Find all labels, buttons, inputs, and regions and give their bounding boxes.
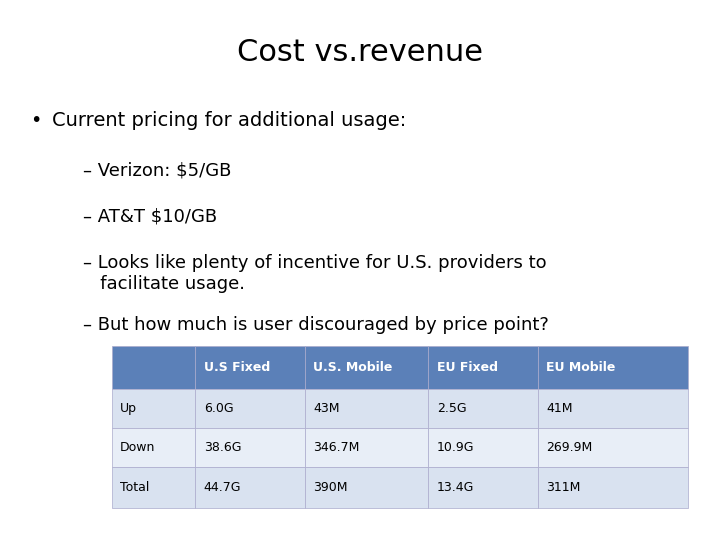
Text: 44.7G: 44.7G: [204, 481, 241, 494]
Bar: [112, 428, 195, 467]
Bar: [428, 467, 538, 508]
Bar: [112, 346, 195, 389]
Text: EU Mobile: EU Mobile: [546, 361, 616, 374]
Text: •: •: [30, 111, 42, 130]
Text: Up: Up: [120, 402, 138, 415]
Text: 10.9G: 10.9G: [437, 441, 474, 454]
Text: 6.0G: 6.0G: [204, 402, 233, 415]
Text: Down: Down: [120, 441, 156, 454]
Text: U.S Fixed: U.S Fixed: [204, 361, 270, 374]
Bar: [305, 346, 428, 389]
Text: U.S. Mobile: U.S. Mobile: [313, 361, 392, 374]
Text: 13.4G: 13.4G: [437, 481, 474, 494]
Bar: [112, 467, 195, 508]
Bar: [428, 389, 538, 428]
Text: – Looks like plenty of incentive for U.S. providers to
   facilitate usage.: – Looks like plenty of incentive for U.S…: [83, 254, 546, 293]
Bar: [428, 346, 538, 389]
Bar: [305, 467, 428, 508]
Bar: [538, 467, 688, 508]
Bar: [305, 389, 428, 428]
Text: 269.9M: 269.9M: [546, 441, 593, 454]
Bar: [195, 389, 305, 428]
Text: 2.5G: 2.5G: [437, 402, 467, 415]
Text: 43M: 43M: [313, 402, 340, 415]
Text: EU Fixed: EU Fixed: [437, 361, 498, 374]
Bar: [428, 428, 538, 467]
Bar: [112, 389, 195, 428]
Bar: [195, 346, 305, 389]
Text: 390M: 390M: [313, 481, 348, 494]
Text: Total: Total: [120, 481, 150, 494]
Text: 38.6G: 38.6G: [204, 441, 241, 454]
Text: – AT&T $10/GB: – AT&T $10/GB: [83, 208, 217, 226]
Text: Cost vs.revenue: Cost vs.revenue: [237, 38, 483, 67]
Bar: [195, 467, 305, 508]
Text: 41M: 41M: [546, 402, 573, 415]
Bar: [538, 346, 688, 389]
Text: – But how much is user discouraged by price point?: – But how much is user discouraged by pr…: [83, 316, 549, 334]
Bar: [305, 428, 428, 467]
Text: Current pricing for additional usage:: Current pricing for additional usage:: [52, 111, 406, 130]
Text: – Verizon: $5/GB: – Verizon: $5/GB: [83, 162, 231, 180]
Bar: [538, 428, 688, 467]
Bar: [195, 428, 305, 467]
Text: 346.7M: 346.7M: [313, 441, 359, 454]
Bar: [538, 389, 688, 428]
Text: 311M: 311M: [546, 481, 581, 494]
